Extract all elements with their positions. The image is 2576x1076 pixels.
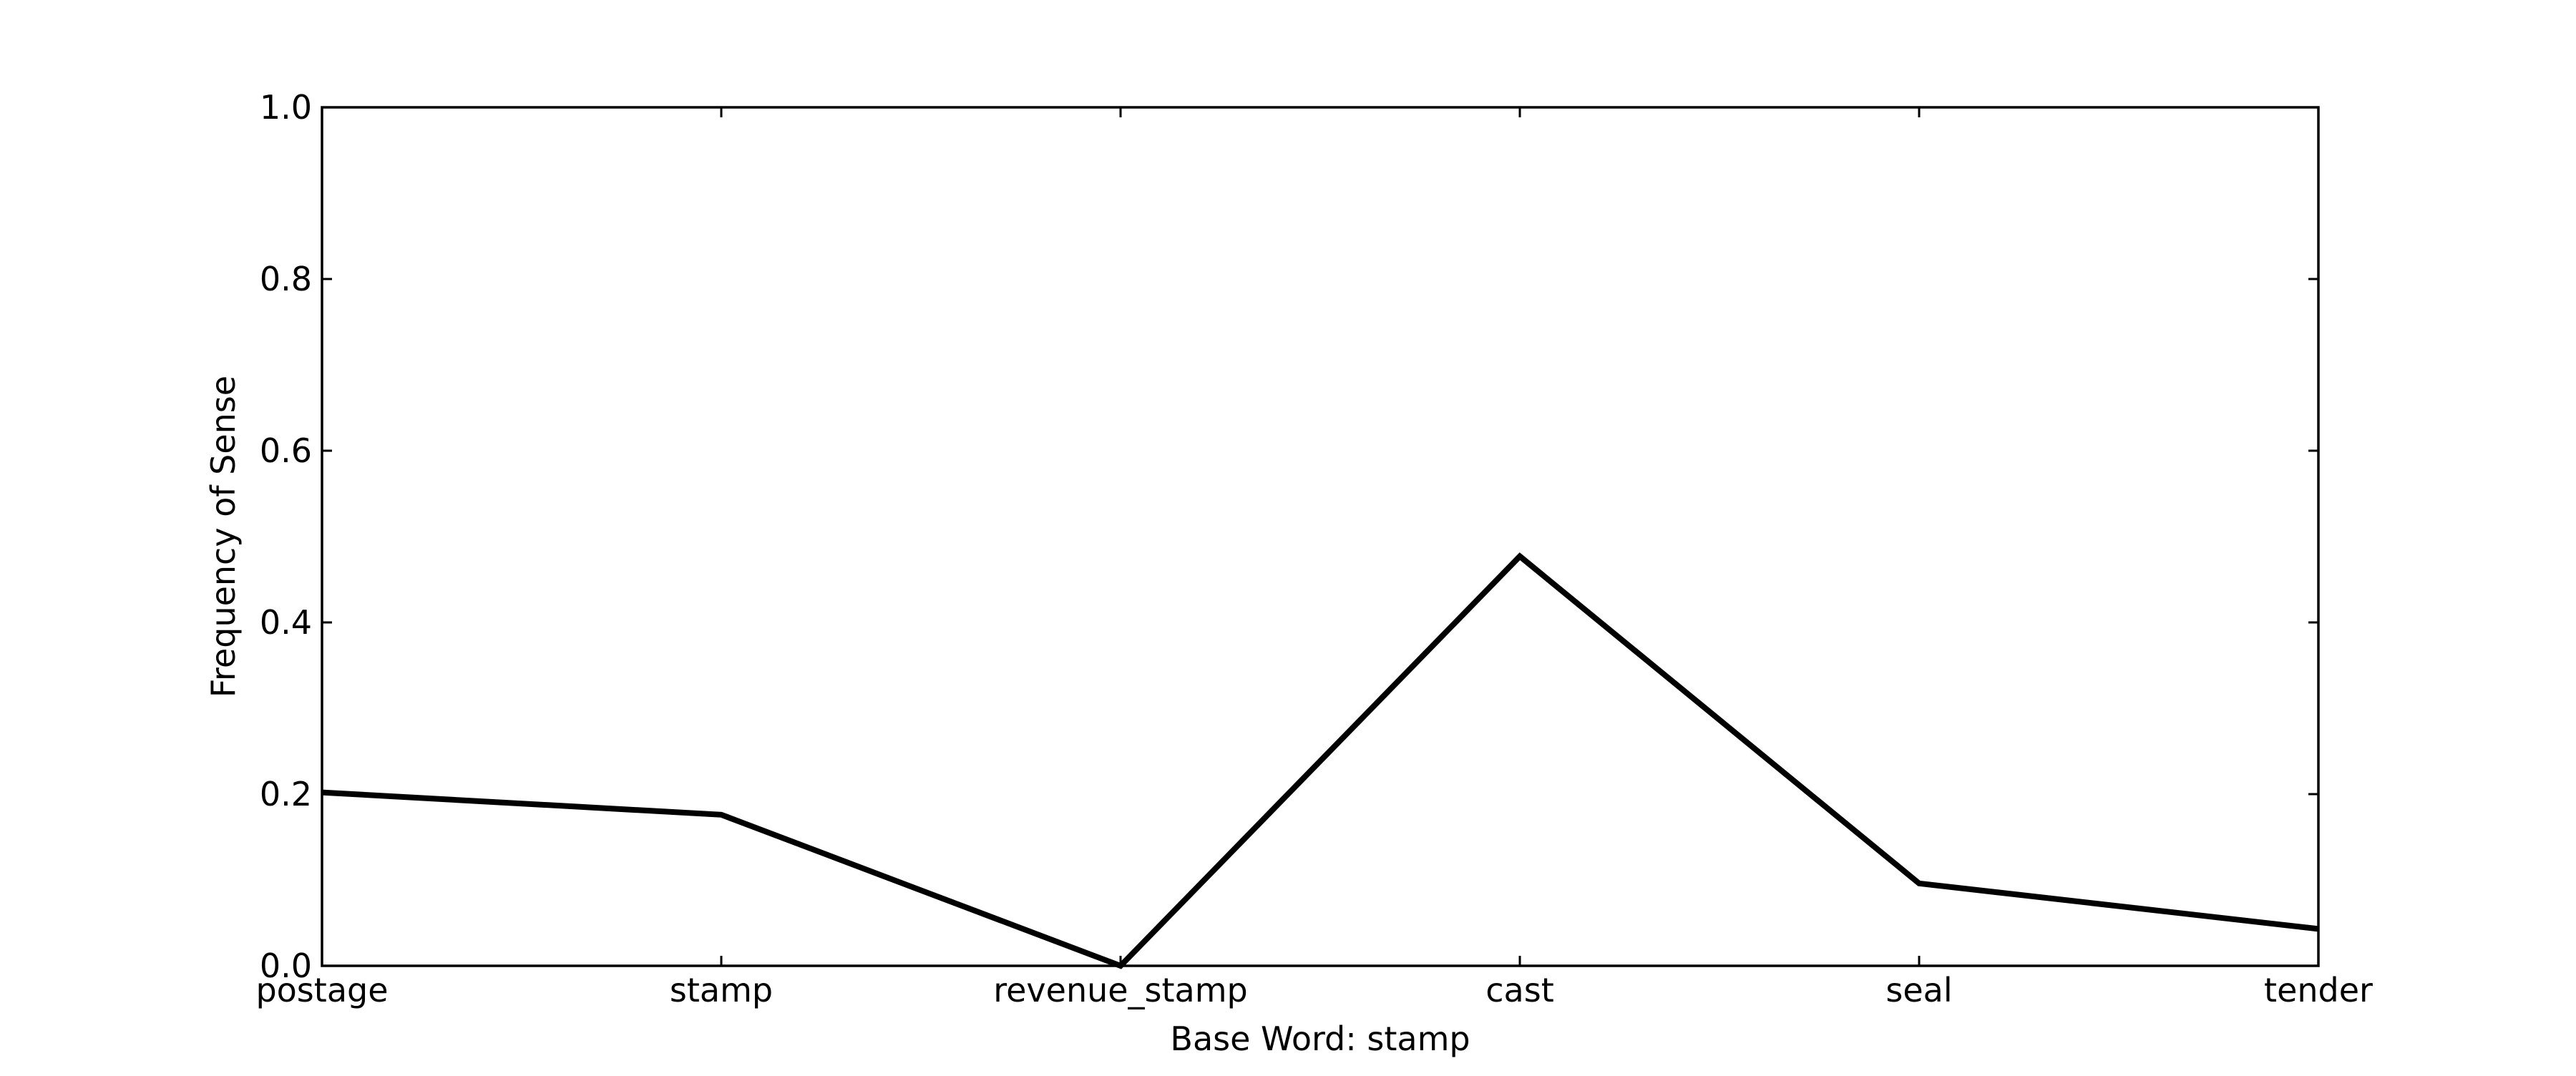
plot-frame: [321, 106, 2320, 967]
y-tick-label: 1.0: [260, 88, 312, 127]
y-axis-title: Frequency of Sense: [204, 376, 243, 698]
x-tick-label: stamp: [670, 971, 773, 1009]
x-tick-label: tender: [2264, 971, 2373, 1009]
y-tick-label: 0.4: [260, 603, 312, 642]
x-axis-ticks: postage stamp revenue_stamp cast seal tender: [255, 107, 2373, 1009]
x-tick-label: cast: [1485, 971, 1553, 1009]
series-line: [321, 552, 2319, 969]
x-axis-title: Base Word: stamp: [1170, 1019, 1470, 1058]
y-tick-label: 0.8: [260, 260, 312, 298]
y-tick-label: 0.0: [260, 947, 312, 985]
y-tick-label: 0.6: [260, 431, 312, 470]
x-tick-label: postage: [255, 971, 388, 1009]
x-tick-label: revenue_stamp: [993, 971, 1248, 1009]
x-tick-label: seal: [1885, 971, 1952, 1009]
y-tick-label: 0.2: [260, 775, 312, 813]
y-axis-ticks: 0.0 0.2 0.4 0.6 0.8 1.0: [260, 88, 2318, 985]
